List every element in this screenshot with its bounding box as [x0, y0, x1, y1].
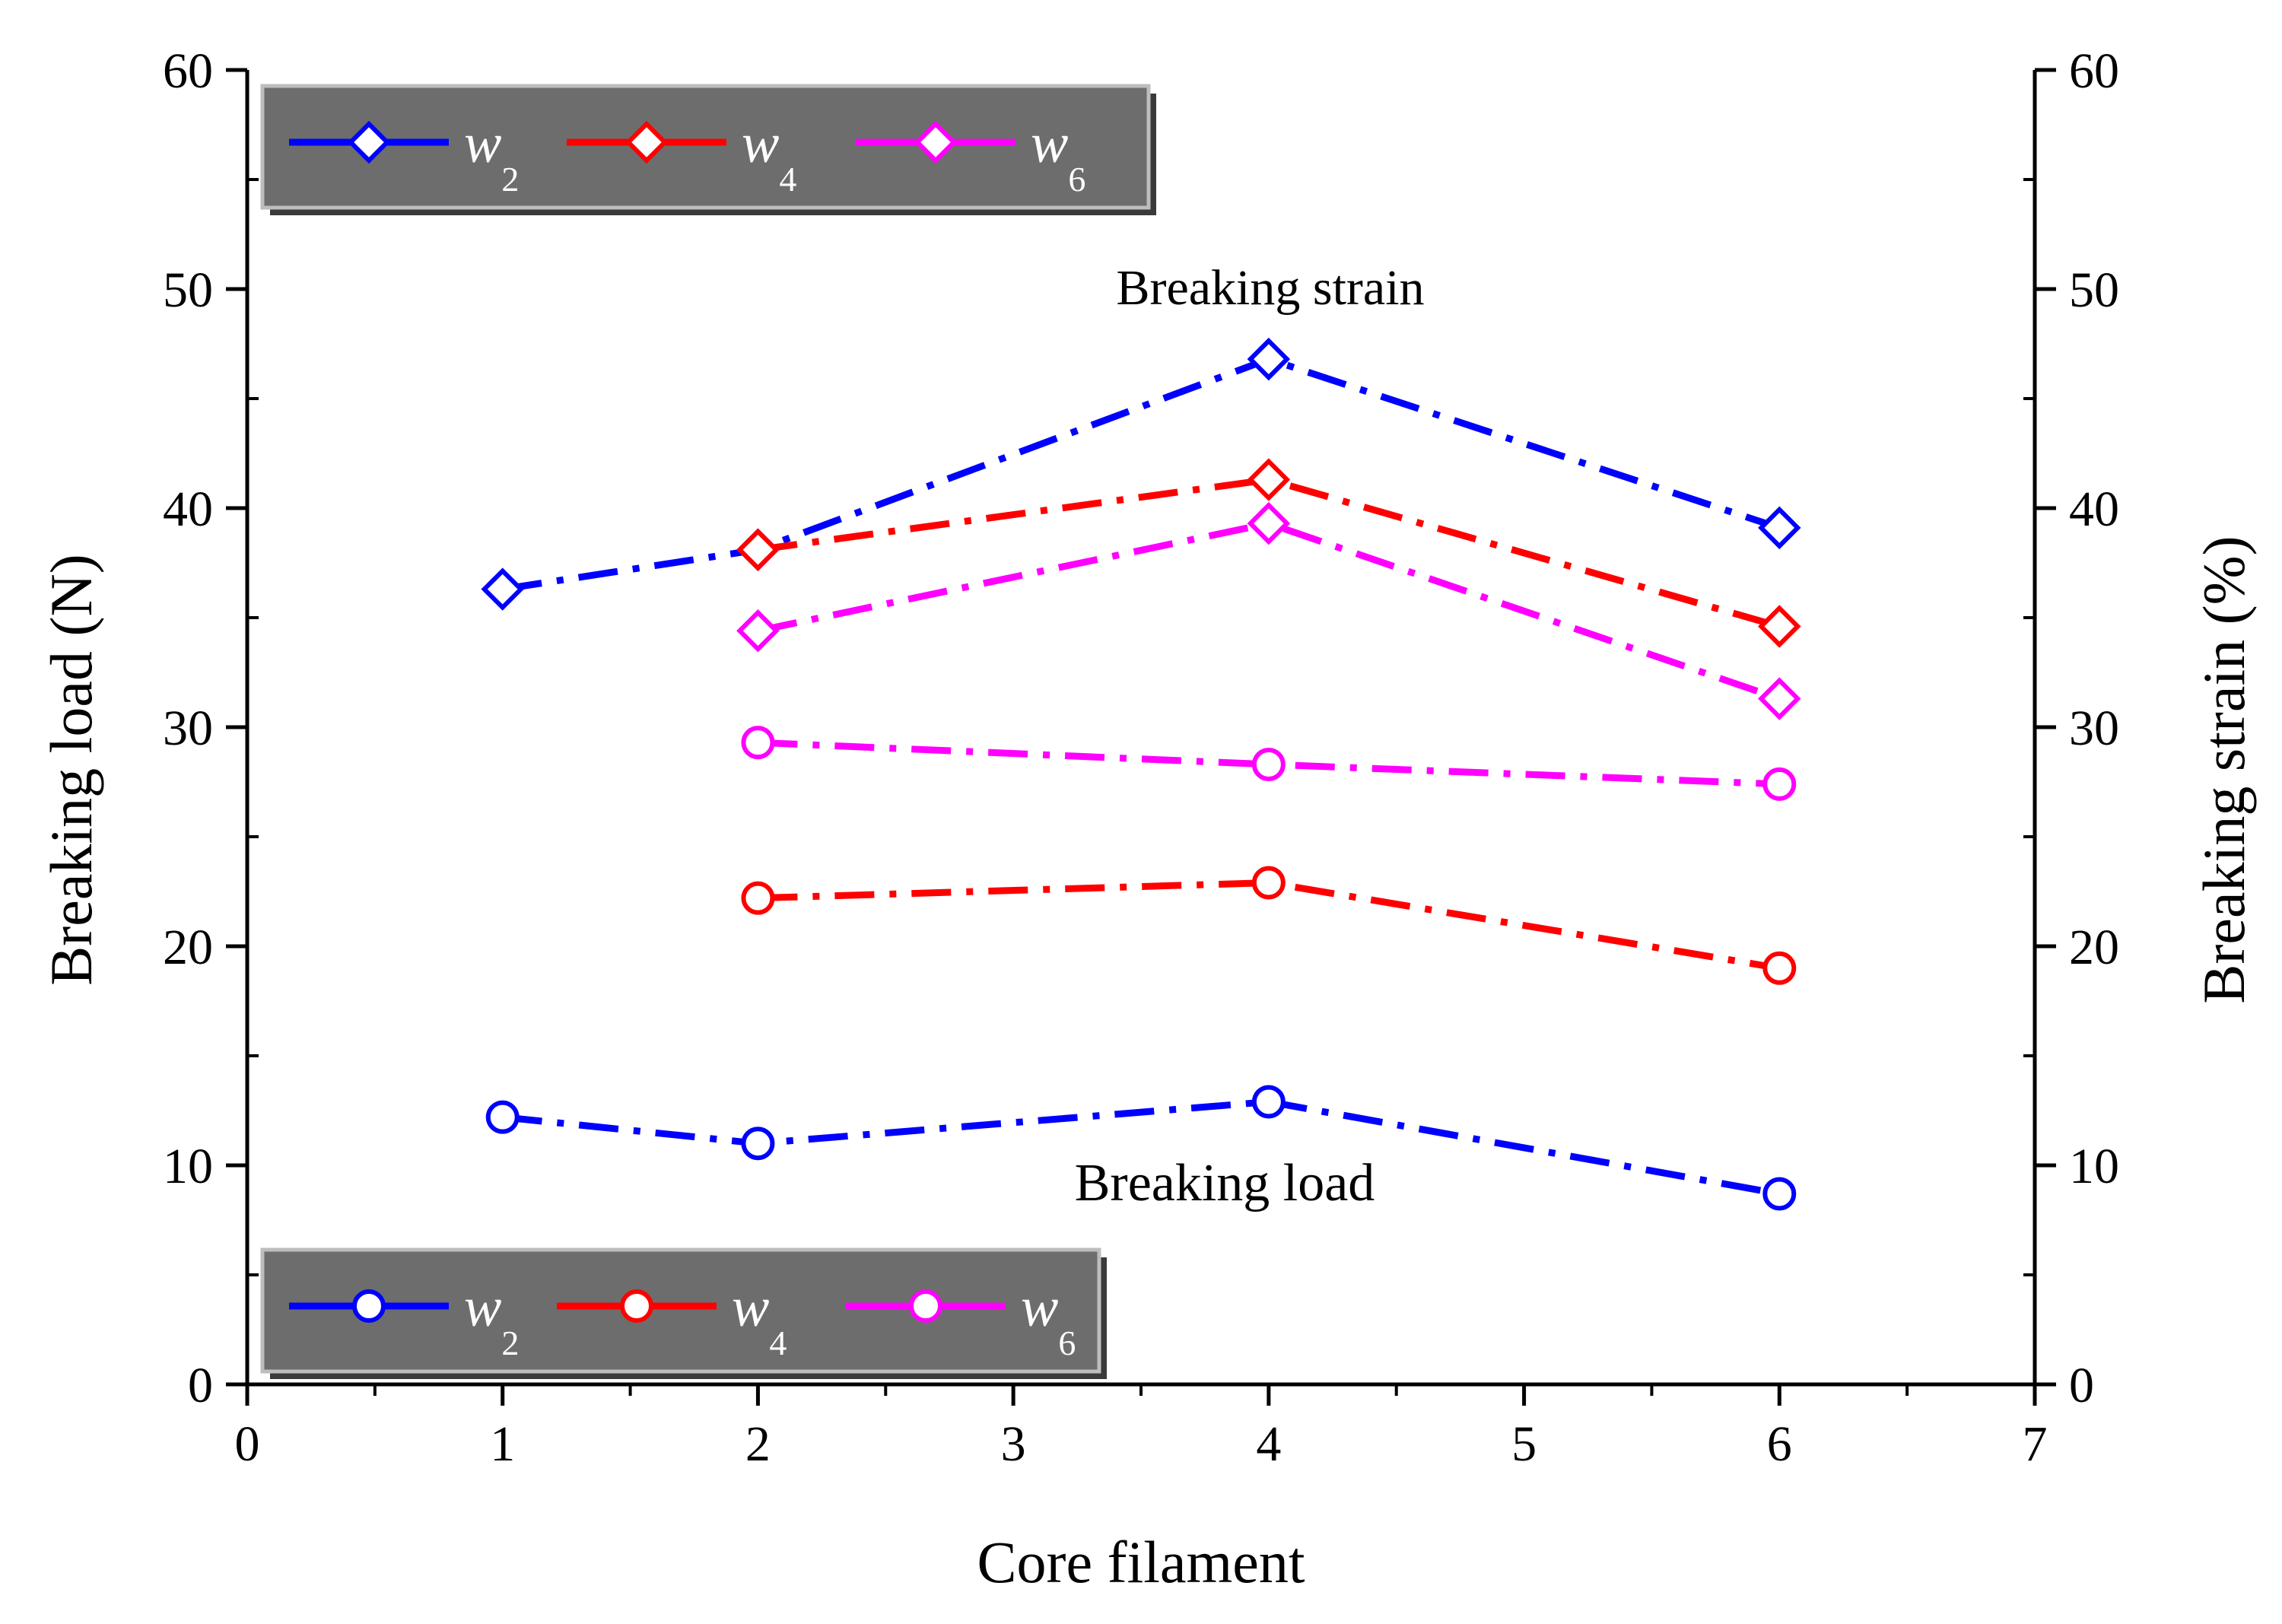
legend-label-subscript: 4: [779, 160, 796, 199]
legend-label-base: w: [464, 1276, 501, 1339]
data-point-w2-breaking-strain: [481, 567, 524, 611]
data-point-w4-breaking-strain: [1247, 458, 1291, 501]
legend-label-load: w6: [1021, 1276, 1076, 1362]
annotation-breaking-load: Breaking load: [1075, 1154, 1375, 1212]
legend-label-base: w: [732, 1276, 769, 1339]
data-point-w2-breaking-strain: [1247, 337, 1291, 381]
legend-label-load: w4: [732, 1276, 787, 1362]
data-point-w4-breaking-strain: [1758, 605, 1801, 648]
legend-marker-strain: [625, 120, 669, 164]
series-line-w2-breaking-strain: [502, 355, 1781, 593]
legend-box: [260, 84, 1151, 210]
series-line-w6-breaking-load: [758, 739, 1780, 788]
data-point-w2-breaking-load: [1251, 1085, 1286, 1119]
y-left-tick-label: 10: [163, 1139, 213, 1194]
legend-label-load: w2: [464, 1276, 519, 1362]
series-line-w6-breaking-strain: [757, 520, 1781, 702]
data-point-w4-breaking-load: [741, 881, 775, 915]
legend-label-strain: w4: [742, 113, 796, 199]
legend-marker-strain: [914, 120, 958, 164]
y-axis-right-title: Breaking strain (%): [2191, 536, 2257, 1003]
x-tick-label: 1: [490, 1416, 515, 1472]
legend-label-subscript: 6: [1068, 160, 1085, 199]
annotation-breaking-strain: Breaking strain: [1116, 260, 1424, 316]
series-layer: [481, 337, 1801, 1211]
series-w6-breaking-load: [741, 726, 1797, 801]
series-w4-breaking-load: [741, 866, 1797, 985]
legend-label-base: w: [1031, 113, 1068, 175]
series-w4-breaking-strain: [736, 458, 1801, 648]
legend-label-base: w: [742, 113, 779, 175]
data-point-w6-breaking-load: [741, 726, 775, 760]
series-w2-breaking-load: [485, 1085, 1797, 1211]
series-line-w2-breaking-load: [502, 1098, 1781, 1197]
x-tick-label: 4: [1256, 1416, 1281, 1472]
legend-label-strain: w2: [464, 113, 519, 199]
data-point-w4-breaking-load: [1762, 951, 1797, 985]
y-left-tick-label: 0: [188, 1358, 213, 1413]
series-line-w4-breaking-strain: [757, 476, 1781, 630]
y-left-tick-label: 30: [163, 701, 213, 756]
data-point-w2-breaking-load: [1762, 1177, 1797, 1211]
legend-marker-load: [909, 1289, 942, 1323]
data-point-w6-breaking-strain: [1247, 501, 1291, 545]
legend-marker-load: [620, 1289, 653, 1323]
series-w2-breaking-strain: [481, 337, 1801, 611]
y-left-tick-label: 20: [163, 920, 213, 975]
x-tick-label: 6: [1767, 1416, 1792, 1472]
legend-box: [260, 1247, 1101, 1374]
x-tick-label: 5: [1511, 1416, 1537, 1472]
data-point-w6-breaking-load: [1762, 767, 1797, 801]
legend-label-base: w: [1021, 1276, 1058, 1339]
y-left-tick-label: 60: [163, 43, 213, 99]
data-point-w4-breaking-strain: [736, 528, 780, 571]
legend-label-strain: w6: [1031, 113, 1085, 199]
y-right-tick-label: 0: [2069, 1358, 2094, 1413]
series-w6-breaking-strain: [736, 501, 1801, 720]
legend-label-subscript: 6: [1058, 1324, 1076, 1362]
series-line-w4-breaking-load: [758, 879, 1781, 972]
data-point-w2-breaking-load: [485, 1100, 520, 1134]
y-axis-left-title: Breaking load (N): [38, 554, 104, 985]
y-right-tick-label: 50: [2069, 262, 2119, 318]
y-right-tick-label: 20: [2069, 920, 2119, 975]
legend-label-subscript: 4: [769, 1324, 787, 1362]
legend-label-subscript: 2: [501, 1324, 519, 1362]
y-right-tick-label: 10: [2069, 1139, 2119, 1194]
legend-marker-load: [352, 1289, 386, 1323]
data-point-w2-breaking-load: [741, 1127, 775, 1161]
y-left-tick-label: 50: [163, 262, 213, 318]
data-point-w6-breaking-strain: [1758, 677, 1801, 720]
x-axis-title: Core filament: [977, 1529, 1305, 1595]
x-tick-label: 3: [1001, 1416, 1026, 1472]
y-right-tick-label: 30: [2069, 701, 2119, 756]
legend-marker-strain: [347, 120, 391, 164]
x-tick-label: 7: [2023, 1416, 2048, 1472]
legend-label-base: w: [464, 113, 501, 175]
x-tick-label: 2: [745, 1416, 771, 1472]
data-point-w2-breaking-strain: [1758, 506, 1801, 550]
data-point-w4-breaking-load: [1251, 866, 1286, 900]
data-point-w6-breaking-load: [1251, 747, 1286, 781]
data-point-w6-breaking-strain: [736, 609, 780, 653]
x-tick-label: 0: [235, 1416, 260, 1472]
y-right-tick-label: 40: [2069, 481, 2119, 537]
legend-label-subscript: 2: [501, 160, 519, 199]
y-right-tick-label: 60: [2069, 43, 2119, 99]
y-left-tick-label: 40: [163, 481, 213, 537]
